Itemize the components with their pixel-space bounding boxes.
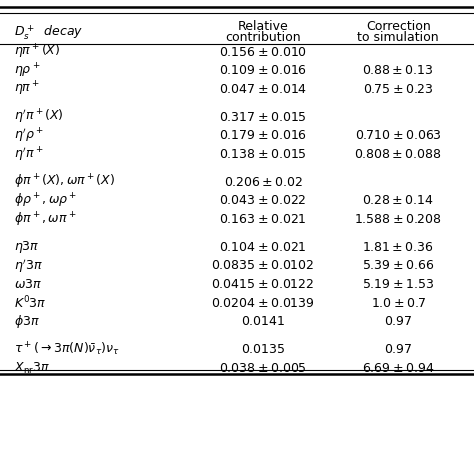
Text: $\phi3\pi$: $\phi3\pi$ <box>14 313 40 330</box>
Text: $0.88 \pm 0.13$: $0.88 \pm 0.13$ <box>362 64 434 77</box>
Text: $0.808 \pm 0.088$: $0.808 \pm 0.088$ <box>354 148 442 161</box>
Text: $\eta^{\prime}3\pi$: $\eta^{\prime}3\pi$ <box>14 257 43 275</box>
Text: $0.104 \pm 0.021$: $0.104 \pm 0.021$ <box>219 241 307 254</box>
Text: $0.317 \pm 0.015$: $0.317 \pm 0.015$ <box>219 111 307 124</box>
Text: Relative: Relative <box>237 20 289 33</box>
Text: $0.0135$: $0.0135$ <box>241 343 285 356</box>
Text: $0.0141$: $0.0141$ <box>241 315 285 328</box>
Text: $\eta^{\prime}\pi^+(X)$: $\eta^{\prime}\pi^+(X)$ <box>14 108 64 126</box>
Text: Correction: Correction <box>366 20 430 33</box>
Text: $\eta^{\prime}\rho^+$: $\eta^{\prime}\rho^+$ <box>14 126 44 145</box>
Text: $0.047 \pm 0.014$: $0.047 \pm 0.014$ <box>219 83 307 96</box>
Text: $\tau^+(\to 3\pi(N)\bar{\nu}_\tau)\nu_\tau$: $\tau^+(\to 3\pi(N)\bar{\nu}_\tau)\nu_\t… <box>14 341 120 359</box>
Text: $0.97$: $0.97$ <box>384 315 412 328</box>
Text: $1.0 \pm 0.7$: $1.0 \pm 0.7$ <box>371 297 426 310</box>
Text: $\phi\rho^+, \omega\rho^+$: $\phi\rho^+, \omega\rho^+$ <box>14 192 78 210</box>
Text: $0.0835 \pm 0.0102$: $0.0835 \pm 0.0102$ <box>211 259 315 272</box>
Text: $\eta\pi^+(X)$: $\eta\pi^+(X)$ <box>14 43 61 61</box>
Text: $0.163 \pm 0.021$: $0.163 \pm 0.021$ <box>219 213 307 226</box>
Text: to simulation: to simulation <box>357 31 439 44</box>
Text: $0.28 \pm 0.14$: $0.28 \pm 0.14$ <box>362 194 434 207</box>
Text: $K^03\pi$: $K^03\pi$ <box>14 295 47 312</box>
Text: $\phi\pi^+(X), \omega\pi^+(X)$: $\phi\pi^+(X), \omega\pi^+(X)$ <box>14 173 115 192</box>
Text: $6.69 \pm 0.94$: $6.69 \pm 0.94$ <box>362 362 434 375</box>
Text: $0.0415 \pm 0.0122$: $0.0415 \pm 0.0122$ <box>211 278 315 291</box>
Text: $0.156 \pm 0.010$: $0.156 \pm 0.010$ <box>219 46 307 59</box>
Text: $1.81 \pm 0.36$: $1.81 \pm 0.36$ <box>362 241 434 254</box>
Text: $0.038 \pm 0.005$: $0.038 \pm 0.005$ <box>219 362 307 375</box>
Text: $5.39 \pm 0.66$: $5.39 \pm 0.66$ <box>362 259 434 272</box>
Text: $\omega3\pi$: $\omega3\pi$ <box>14 278 42 291</box>
Text: $0.206 \pm 0.02$: $0.206 \pm 0.02$ <box>224 176 302 189</box>
Text: $0.0204 \pm 0.0139$: $0.0204 \pm 0.0139$ <box>211 297 315 310</box>
Text: $5.19 \pm 1.53$: $5.19 \pm 1.53$ <box>362 278 434 291</box>
Text: $D_s^+$  decay: $D_s^+$ decay <box>14 23 83 42</box>
Text: $0.138 \pm 0.015$: $0.138 \pm 0.015$ <box>219 148 307 161</box>
Text: $\phi\pi^+, \omega\pi^+$: $\phi\pi^+, \omega\pi^+$ <box>14 210 77 229</box>
Text: $X_{\mathrm{nr}}3\pi$: $X_{\mathrm{nr}}3\pi$ <box>14 361 50 376</box>
Text: $\eta^{\prime}\pi^+$: $\eta^{\prime}\pi^+$ <box>14 145 44 164</box>
Text: $\eta3\pi$: $\eta3\pi$ <box>14 239 40 255</box>
Text: $0.043 \pm 0.022$: $0.043 \pm 0.022$ <box>219 194 307 207</box>
Text: contribution: contribution <box>225 31 301 44</box>
Text: $0.97$: $0.97$ <box>384 343 412 356</box>
Text: $0.179 \pm 0.016$: $0.179 \pm 0.016$ <box>219 129 307 142</box>
Text: $0.710 \pm 0.063$: $0.710 \pm 0.063$ <box>355 129 442 142</box>
Text: $1.588 \pm 0.208$: $1.588 \pm 0.208$ <box>355 213 442 226</box>
Text: $\eta\pi^+$: $\eta\pi^+$ <box>14 80 40 99</box>
Text: $0.75 \pm 0.23$: $0.75 \pm 0.23$ <box>363 83 433 96</box>
Text: $\eta\rho^+$: $\eta\rho^+$ <box>14 61 41 80</box>
Text: $0.109 \pm 0.016$: $0.109 \pm 0.016$ <box>219 64 307 77</box>
